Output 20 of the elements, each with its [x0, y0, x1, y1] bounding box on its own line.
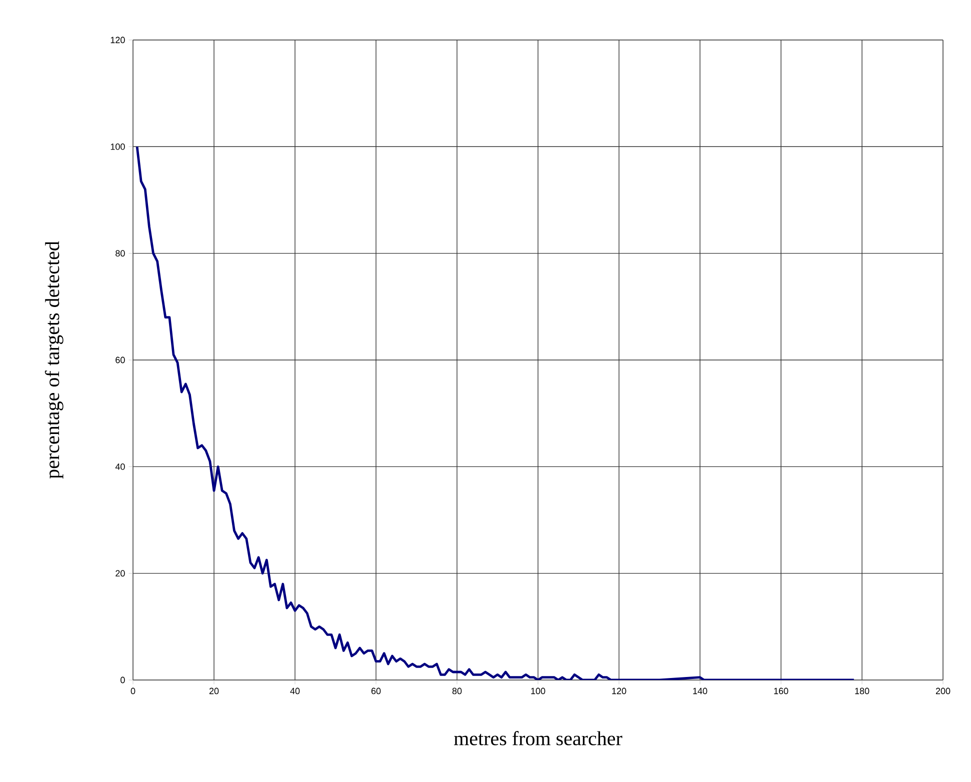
x-tick-label: 160 — [774, 688, 788, 694]
y-axis-title: percentage of targets detected — [44, 241, 64, 479]
y-tick-label: 40 — [115, 463, 125, 470]
y-tick-label: 20 — [116, 570, 125, 577]
x-tick-label: 120 — [612, 688, 626, 694]
x-tick-label: 180 — [855, 688, 870, 694]
x-tick-label: 100 — [531, 688, 546, 694]
y-tick-label: 0 — [120, 676, 125, 684]
x-tick-label: 20 — [209, 688, 219, 694]
x-tick-label: 80 — [452, 688, 462, 694]
x-tick-label: 0 — [130, 688, 136, 694]
x-axis-title: metres from searcher — [454, 731, 622, 746]
y-tick-label: 80 — [116, 250, 125, 257]
y-tick-label: 120 — [110, 36, 125, 44]
x-tick-label: 140 — [693, 688, 708, 694]
x-tick-label: 60 — [371, 688, 381, 694]
y-tick-label: 100 — [110, 143, 125, 150]
y-tick-label: 60 — [116, 356, 125, 364]
x-tick-label: 200 — [936, 688, 950, 694]
x-tick-label: 40 — [290, 688, 300, 694]
